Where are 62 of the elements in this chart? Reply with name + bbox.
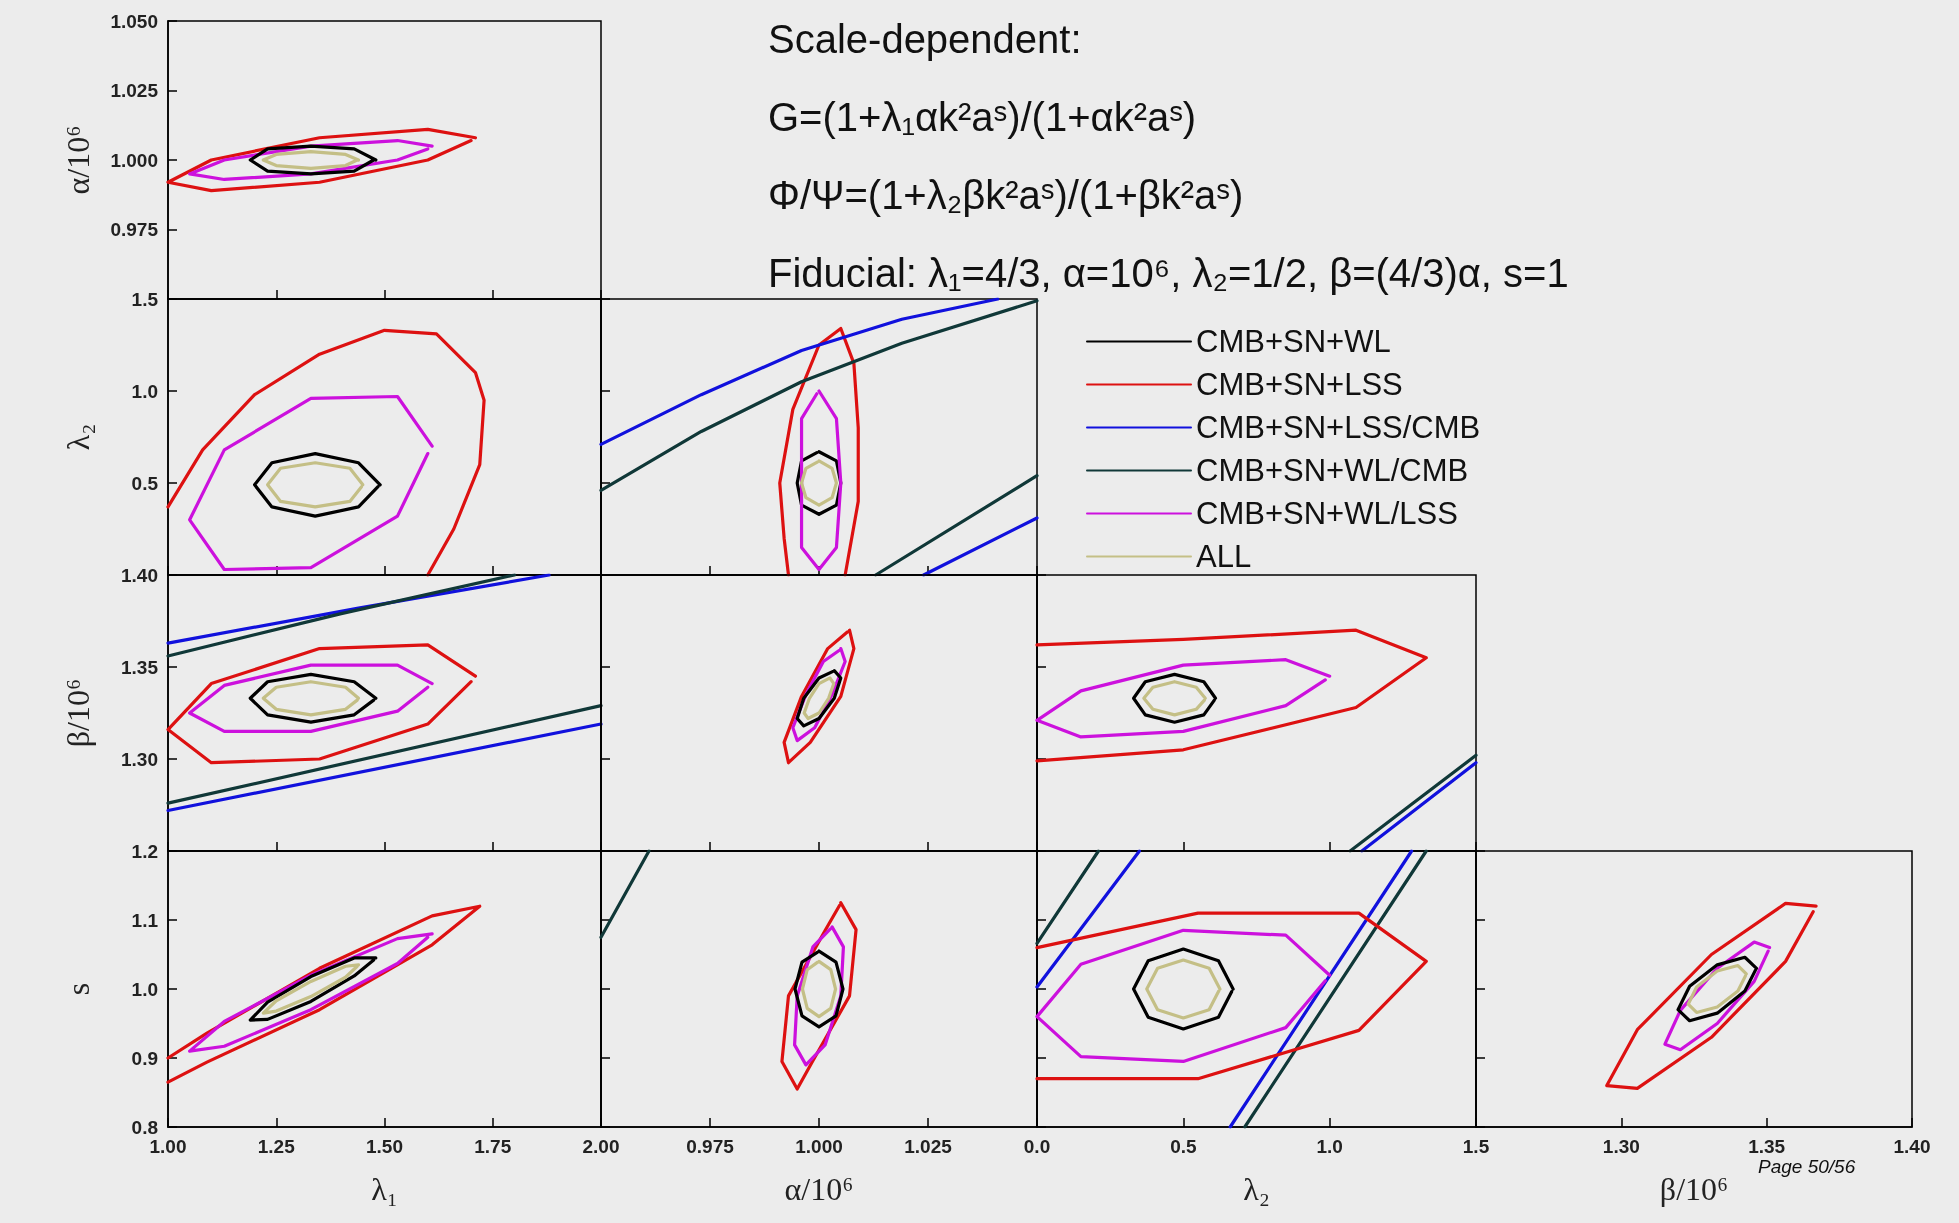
x-axis-title: λ₂ — [1243, 1171, 1270, 1207]
y-tick-label: 0.8 — [131, 1116, 158, 1138]
text: Scale-dependent: — [768, 16, 1083, 63]
line-series — [188, 663, 434, 733]
x-axis-title: α/10⁶ — [784, 1171, 854, 1207]
y-tick-label: 1.000 — [110, 149, 158, 171]
y-tick-label: 0.9 — [131, 1047, 158, 1069]
y-tick-label: 1.025 — [110, 80, 159, 101]
x-tick-label: 2.00 — [582, 1136, 620, 1157]
y-tick-label: 1.0 — [131, 380, 158, 402]
y-axis-title: s — [60, 982, 96, 996]
x-tick-label: 1.0 — [1316, 1136, 1343, 1157]
y-tick-label: 1.2 — [131, 840, 158, 862]
line-series — [166, 643, 478, 765]
line-series — [166, 328, 486, 577]
y-tick-label: 0.975 — [110, 219, 159, 240]
legend-label: CMB+SN+WL — [1196, 324, 1391, 359]
x-tick-label: 1.75 — [474, 1136, 512, 1157]
legend-label: CMB+SN+WL/LSS — [1196, 496, 1458, 531]
x-tick-label: 1.40 — [1893, 1136, 1931, 1157]
legend-label: CMB+SN+LSS/CMB — [1196, 410, 1481, 445]
y-tick-label: 1.050 — [110, 10, 158, 32]
text: Φ/Ψ=(1+λ₂βk²aˢ)/(1+βk²aˢ) — [768, 172, 1245, 219]
line-series — [248, 956, 378, 1022]
line-series — [253, 451, 382, 518]
line-series — [265, 461, 365, 509]
x-axis-title: β/10⁶ — [1659, 1171, 1729, 1207]
y-tick-label: 1.5 — [131, 288, 159, 310]
x-tick-label: 1.5 — [1462, 1136, 1490, 1157]
line-series — [261, 150, 361, 170]
line-series — [166, 127, 478, 193]
legend-label: CMB+SN+LSS — [1196, 367, 1403, 402]
y-axis-title: β/10⁶ — [60, 678, 96, 748]
legend-label: CMB+SN+WL/CMB — [1196, 453, 1469, 488]
y-tick-label: 1.0 — [131, 978, 158, 1000]
x-tick-label: 1.000 — [795, 1136, 843, 1157]
x-tick-label: 0.0 — [1023, 1136, 1051, 1157]
x-axis-title: λ₁ — [371, 1171, 398, 1207]
text: Page 50/56 — [1758, 1156, 1856, 1178]
x-tick-label: 1.00 — [149, 1136, 187, 1157]
line-series — [261, 963, 361, 1015]
x-tick-label: 0.5 — [1170, 1136, 1197, 1157]
line-series — [188, 394, 434, 572]
y-axis-title: λ₂ — [60, 423, 96, 451]
y-tick-label: 1.40 — [121, 564, 158, 586]
text: Fiducial: λ₁=4/3, α=10⁶, λ₂=1/2, β=(4/3)α, s=1 — [768, 250, 1569, 297]
y-tick-label: 1.30 — [121, 748, 158, 770]
x-tick-label: 1.50 — [366, 1136, 403, 1157]
y-tick-label: 1.35 — [121, 656, 159, 678]
y-tick-label: 0.5 — [131, 472, 159, 494]
y-axis-title: α/10⁶ — [60, 125, 96, 195]
line-series — [248, 672, 378, 724]
y-tick-label: 1.1 — [131, 909, 159, 931]
x-tick-label: 1.30 — [1602, 1136, 1640, 1157]
x-tick-label: 1.025 — [904, 1136, 953, 1157]
x-tick-label: 1.25 — [257, 1136, 296, 1157]
x-tick-label: 0.975 — [686, 1136, 735, 1157]
line-series — [248, 144, 378, 176]
x-tick-label: 1.35 — [1748, 1136, 1786, 1157]
text: G=(1+λ₁αk²aˢ)/(1+αk²aˢ) — [768, 94, 1198, 141]
line-series — [261, 680, 361, 717]
legend-label: ALL — [1196, 539, 1252, 574]
